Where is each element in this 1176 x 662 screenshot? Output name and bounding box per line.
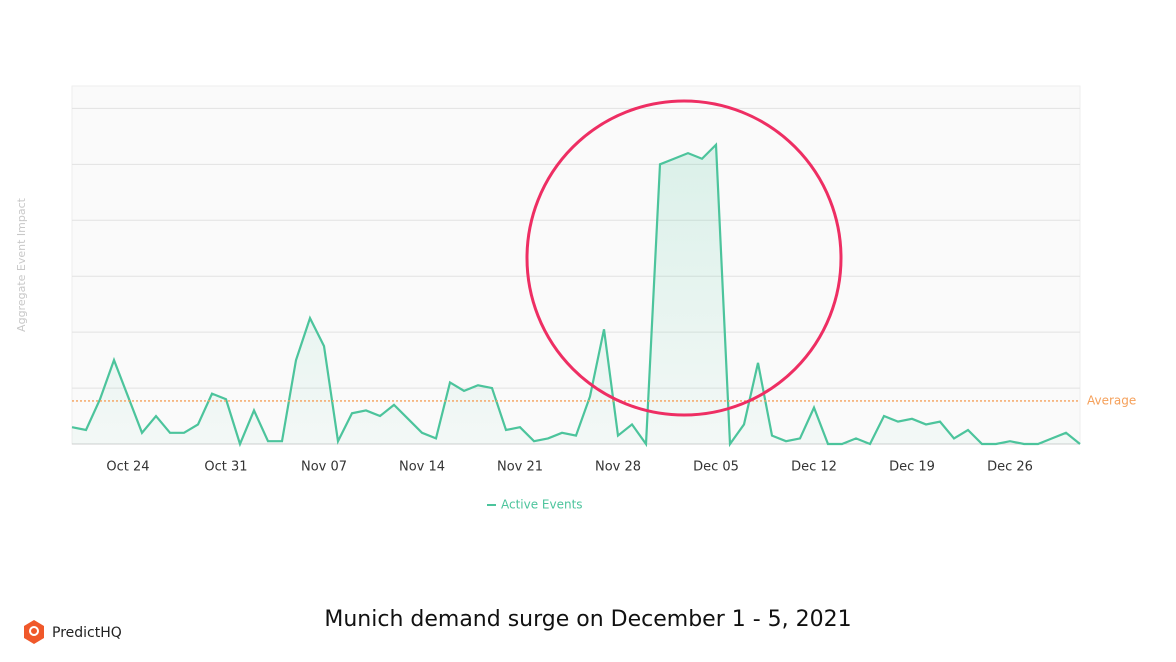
x-tick-label: Dec 12: [791, 460, 837, 475]
logo-mark: [29, 626, 39, 636]
caption: Munich demand surge on December 1 - 5, 2…: [324, 607, 851, 632]
plot-area: [71, 85, 1081, 445]
x-tick-label: Oct 24: [106, 460, 149, 475]
brand: PredictHQ: [52, 625, 122, 641]
x-tick-label: Dec 26: [987, 460, 1033, 475]
y-axis-label: Aggregate Event Impact: [15, 197, 28, 332]
x-tick-label: Nov 28: [595, 460, 641, 475]
area: [72, 144, 1080, 444]
x-tick-label: Nov 14: [399, 460, 445, 475]
highlight-circle: [525, 99, 843, 417]
x-tick-label: Oct 31: [204, 460, 247, 475]
x-tick-label: Nov 21: [497, 460, 543, 475]
x-tick-label: Dec 19: [889, 460, 935, 475]
line: [71, 142, 1081, 448]
x-tick-label: Nov 07: [301, 460, 347, 475]
legend-label: Active Events: [501, 498, 583, 512]
average-label: Average: [1087, 393, 1136, 407]
logo-icon: [24, 620, 44, 644]
x-tick-label: Dec 05: [693, 460, 739, 475]
